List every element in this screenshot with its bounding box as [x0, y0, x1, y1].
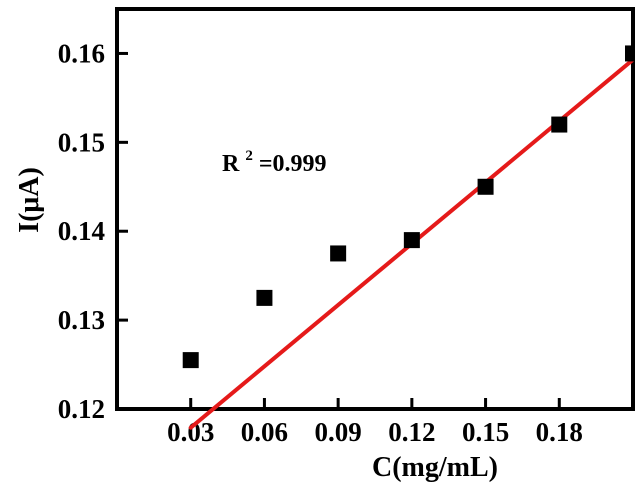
- x-tick-label: 0.18: [536, 417, 583, 447]
- data-point: [182, 352, 199, 369]
- x-axis-ticks: 0.03 0.06 0.09 0.12 0.15 0.18: [167, 398, 583, 447]
- x-tick-label: 0.03: [167, 417, 214, 447]
- y-tick-label: 0.14: [58, 216, 105, 246]
- data-points: [182, 45, 635, 369]
- data-point: [551, 116, 568, 133]
- y-axis-title: I(μA): [14, 167, 45, 233]
- data-point: [477, 178, 494, 195]
- data-point: [330, 245, 347, 262]
- y-axis-ticks: 0.12 0.13 0.14 0.15 0.16: [58, 38, 128, 424]
- y-tick-label: 0.16: [58, 38, 105, 68]
- x-tick-label: 0.06: [241, 417, 288, 447]
- r-squared: R 2 =0.999: [222, 140, 327, 177]
- plot-frame: [115, 7, 635, 411]
- x-tick-label: 0.15: [462, 417, 509, 447]
- y-tick-label: 0.12: [58, 394, 105, 424]
- y-tick-label: 0.13: [58, 305, 105, 335]
- r-squared-prefix: R: [222, 151, 240, 177]
- data-point: [403, 232, 420, 249]
- x-axis-title: C(mg/mL): [372, 452, 498, 483]
- y-tick-label: 0.15: [58, 127, 105, 157]
- r-squared-value: =0.999: [259, 151, 327, 177]
- x-tick-label: 0.12: [388, 417, 435, 447]
- r-squared-exponent: 2: [245, 148, 253, 164]
- data-point: [625, 45, 635, 62]
- data-point: [256, 289, 273, 306]
- x-tick-label: 0.09: [315, 417, 362, 447]
